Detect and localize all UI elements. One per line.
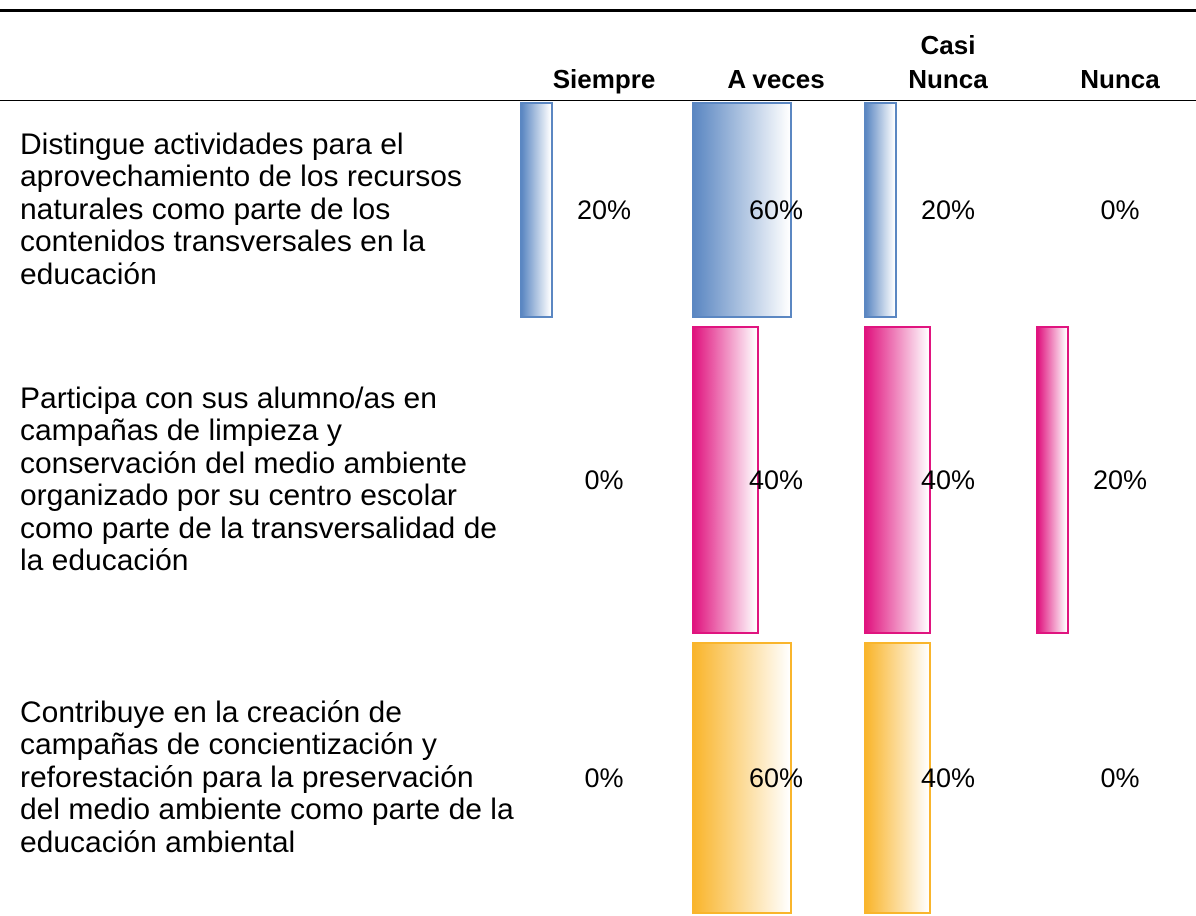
column-header: Casi Nunca xyxy=(862,12,1034,100)
value-label: 20% xyxy=(1092,464,1148,495)
value-label: 40% xyxy=(920,464,976,495)
value-label: 20% xyxy=(576,194,632,225)
value-label: 0% xyxy=(1100,762,1140,793)
column-header: A veces xyxy=(690,12,862,100)
header-text: Siempre xyxy=(552,64,656,94)
data-bar xyxy=(692,326,759,634)
header-text: Casi Nunca xyxy=(908,30,988,94)
value-label: 0% xyxy=(584,464,624,495)
data-bar xyxy=(520,102,554,318)
data-bar xyxy=(692,642,792,914)
value-label: 40% xyxy=(920,762,976,793)
row-label: Distingue actividades para el aprovecham… xyxy=(20,127,462,291)
header-text: Nunca xyxy=(1080,64,1160,94)
header-rule xyxy=(0,100,1196,101)
header-text: A veces xyxy=(727,64,825,94)
data-bar xyxy=(864,326,931,634)
row-label: Contribuye en la creación de campañas de… xyxy=(20,695,514,859)
data-bar xyxy=(692,102,792,318)
data-bar xyxy=(864,642,931,914)
value-label: 40% xyxy=(748,464,804,495)
row-label: Participa con sus alumno/as en campañas … xyxy=(20,381,497,577)
top-rule xyxy=(0,9,1196,12)
data-bar xyxy=(1036,326,1070,634)
value-label: 20% xyxy=(920,194,976,225)
column-header: Siempre xyxy=(518,12,690,100)
value-label: 0% xyxy=(1100,194,1140,225)
value-label: 60% xyxy=(748,762,804,793)
column-header: Nunca xyxy=(1034,12,1196,100)
value-label: 0% xyxy=(584,762,624,793)
data-bar xyxy=(864,102,898,318)
value-label: 60% xyxy=(748,194,804,225)
